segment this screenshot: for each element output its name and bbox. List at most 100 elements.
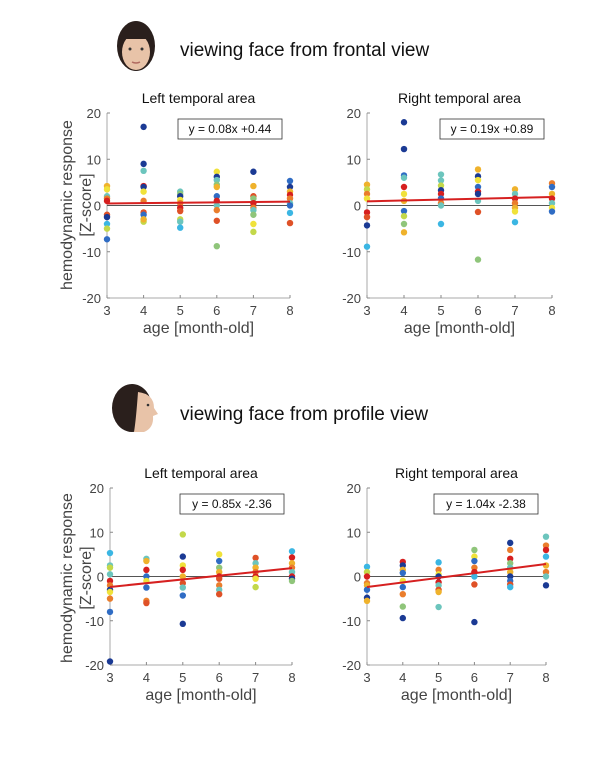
equation-box [177,118,283,140]
y-tick-label: 20 [347,106,361,121]
data-point [106,658,114,665]
scatter-panel-1: Left temporal area 20 10 0 -10 -203 4 5 6 7 8 age [… [82,90,293,337]
y-tick-label: 10 [87,152,101,167]
data-point [177,207,184,215]
scatter-panel-2: Right temporal area 20 10 0 -10 -203 4 5 6 7 8 age … [342,90,555,337]
regression-line [106,200,291,205]
data-point [179,553,186,560]
data-point [179,562,186,569]
data-point [103,225,111,232]
data-point [363,209,371,216]
data-point [363,181,371,188]
data-point [106,564,114,571]
x-axis-label: age [month-old] [401,687,512,704]
data-point [252,554,259,562]
data-point [548,190,556,198]
data-point [363,186,371,193]
y-tick-label: 20 [347,481,361,496]
data-point [435,582,442,589]
data-point [542,546,550,554]
data-point [363,222,371,229]
svg-text:[Z-score]: [Z-score] [78,546,95,609]
data-point [474,256,482,263]
y-tick-label: -10 [342,614,361,629]
data-point [213,193,220,200]
data-point [179,592,186,599]
x-tick-label: 3 [363,303,370,318]
data-point [286,202,294,209]
data-point [471,553,478,560]
data-point [106,608,114,616]
x-tick-label: 6 [213,303,220,318]
regression-line [366,195,553,203]
data-point [177,218,184,225]
y-tick-label: 20 [87,106,101,121]
x-tick-label: 6 [474,303,481,318]
data-point [363,195,371,202]
panel-title: Right temporal area [398,90,521,106]
data-point [143,557,150,565]
panel-title: Right temporal area [395,465,518,481]
data-point [143,573,150,580]
x-tick-label: 5 [179,670,186,685]
y-tick-label: -10 [82,245,101,260]
data-point [437,177,445,184]
panel-title: Left temporal area [142,90,256,106]
data-point [140,160,147,168]
x-tick-label: 4 [140,303,147,318]
data-point [250,220,257,228]
data-point [216,591,223,598]
data-point [400,183,408,191]
regression-equation: y = 0.19x +0.89 [451,122,534,136]
data-point [288,560,296,567]
data-point [437,202,445,209]
scatter-panel-3: Left temporal area 20 10 0 -10 -203 4 5 6 7 8 age [… [85,465,295,704]
data-point [140,123,147,131]
data-point [143,566,150,574]
data-point [250,168,257,175]
data-point [143,584,150,591]
y-tick-label: 10 [90,525,104,540]
data-point [363,586,371,593]
data-point [177,224,184,231]
data-point [400,229,408,236]
data-point [179,584,186,591]
x-tick-label: 4 [399,670,406,685]
data-point [252,560,259,567]
data-point [250,206,257,214]
data-point [400,212,408,220]
data-point [103,186,111,193]
regression-equation: y = 1.04x -2.38 [446,497,526,511]
condition-title-profile: viewing face from profile view [180,404,428,425]
y-tick-label: 0 [97,570,104,585]
data-point [435,559,442,566]
equation-box [439,118,545,140]
data-point [179,620,186,628]
data-point [216,557,223,565]
data-point [511,199,519,207]
x-tick-label: 8 [288,670,295,685]
data-point [213,202,220,209]
data-point [216,564,223,571]
data-point [363,213,371,221]
data-point [140,211,147,218]
data-point [471,581,478,588]
svg-text:[Z-score]: [Z-score] [78,173,95,236]
data-point [511,190,519,198]
data-point [400,174,408,181]
y-tick-label: 0 [354,570,361,585]
data-point [143,599,150,607]
data-point [399,591,406,598]
regression-equation: y = 0.08x +0.44 [189,122,272,136]
data-point [542,553,550,560]
data-point [471,573,478,580]
y-tick-label: 20 [90,481,104,496]
data-point [542,542,550,549]
x-tick-label: 8 [286,303,293,318]
data-point [363,243,371,250]
data-point [288,548,296,555]
data-point [250,228,257,236]
data-point [363,573,371,580]
data-point [400,145,408,153]
